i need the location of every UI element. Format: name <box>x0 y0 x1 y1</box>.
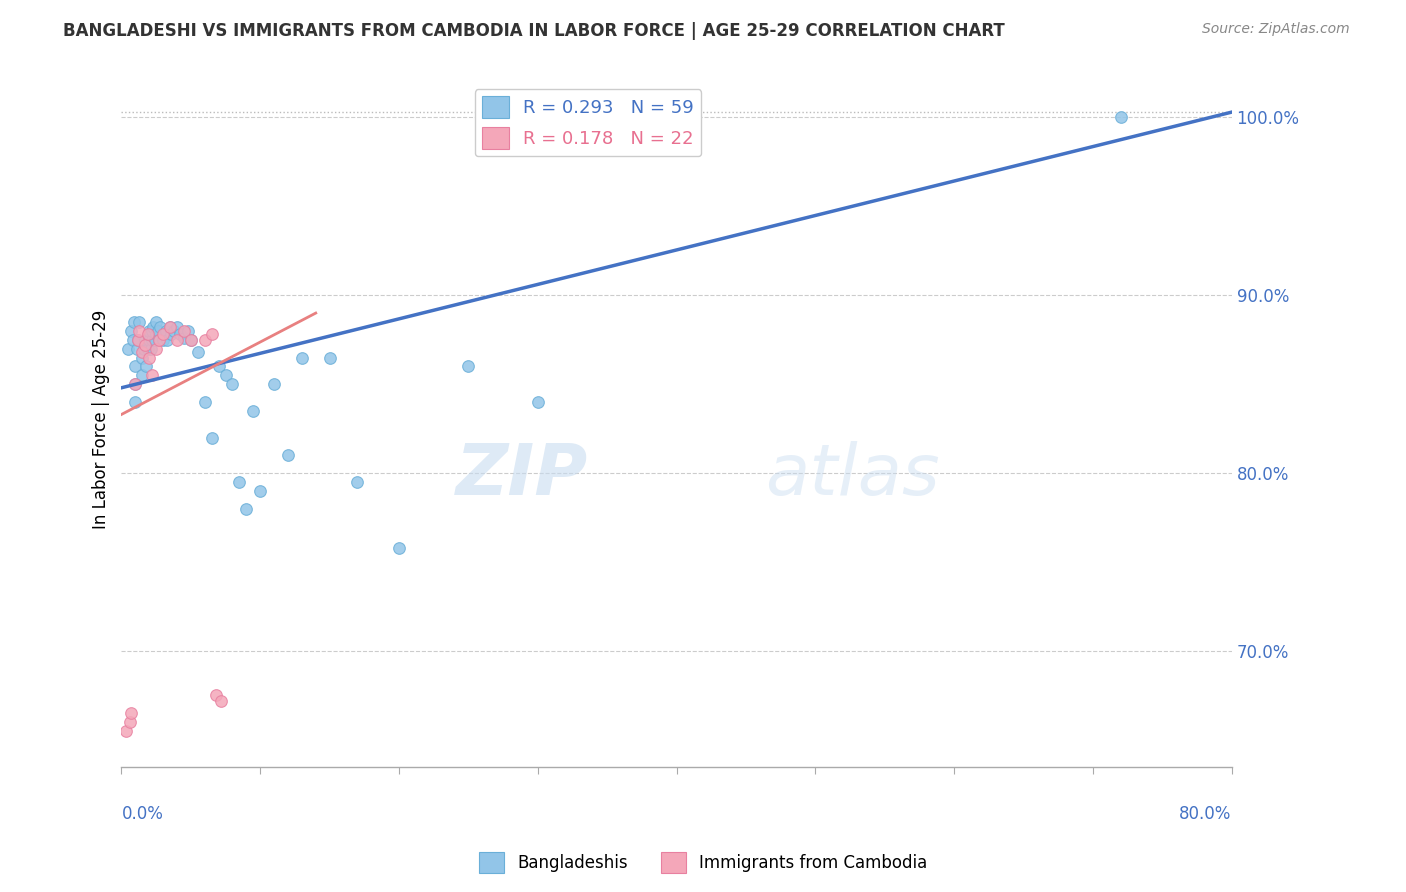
Point <box>214 368 236 383</box>
Text: atlas: atlas <box>765 441 941 509</box>
Point <box>156 333 179 347</box>
Legend: R = 0.293   N = 59, R = 0.178   N = 22: R = 0.293 N = 59, R = 0.178 N = 22 <box>475 89 702 156</box>
Point <box>141 324 163 338</box>
Point <box>160 327 183 342</box>
Point <box>124 377 146 392</box>
Point <box>145 342 167 356</box>
Point <box>152 333 174 347</box>
Point <box>138 351 160 365</box>
Point <box>527 395 550 409</box>
Point <box>148 333 170 347</box>
Point <box>136 327 159 342</box>
Point <box>138 333 160 347</box>
Point <box>194 333 217 347</box>
Text: BANGLADESHI VS IMMIGRANTS FROM CAMBODIA IN LABOR FORCE | AGE 25-29 CORRELATION C: BANGLADESHI VS IMMIGRANTS FROM CAMBODIA … <box>63 22 1005 40</box>
Point <box>163 324 186 338</box>
Point <box>159 320 181 334</box>
Point <box>291 351 314 365</box>
Point <box>142 320 165 334</box>
Point <box>127 333 149 347</box>
Point <box>121 333 143 347</box>
Point <box>228 475 250 489</box>
Text: Source: ZipAtlas.com: Source: ZipAtlas.com <box>1202 22 1350 37</box>
Point <box>128 315 150 329</box>
Point <box>128 324 150 338</box>
Point <box>166 333 188 347</box>
Point <box>120 324 142 338</box>
Text: 0.0%: 0.0% <box>121 805 163 823</box>
Point <box>209 694 232 708</box>
Y-axis label: In Labor Force | Age 25-29: In Labor Force | Age 25-29 <box>93 310 110 530</box>
Point <box>155 324 177 338</box>
Point <box>134 338 156 352</box>
Point <box>457 359 479 374</box>
Point <box>194 395 217 409</box>
Point <box>204 689 226 703</box>
Point <box>118 715 141 730</box>
Point <box>131 351 153 365</box>
Point <box>263 377 285 392</box>
Point <box>173 331 195 345</box>
Text: ZIP: ZIP <box>456 441 588 509</box>
Point <box>173 324 195 338</box>
Point <box>136 342 159 356</box>
Point <box>201 431 224 445</box>
Point <box>124 377 146 392</box>
Point <box>114 724 136 739</box>
Point <box>117 342 139 356</box>
Point <box>135 359 157 374</box>
Point <box>132 342 155 356</box>
Point <box>187 345 209 359</box>
Point <box>318 351 340 365</box>
Point <box>235 501 257 516</box>
Point <box>120 706 142 721</box>
Point <box>131 345 153 359</box>
Point <box>145 315 167 329</box>
Point <box>138 324 160 338</box>
Point <box>148 333 170 347</box>
Point <box>141 368 163 383</box>
Point <box>124 359 146 374</box>
Point <box>149 320 172 334</box>
Point <box>139 342 162 356</box>
Point <box>249 483 271 498</box>
Point <box>143 333 166 347</box>
Point <box>346 475 368 489</box>
Point <box>166 320 188 334</box>
Point <box>201 327 224 342</box>
Point <box>177 324 200 338</box>
Point <box>1109 111 1132 125</box>
Point <box>242 404 264 418</box>
Point <box>153 327 176 342</box>
Point <box>131 368 153 383</box>
Point <box>125 342 148 356</box>
Text: 80.0%: 80.0% <box>1180 805 1232 823</box>
Point <box>124 395 146 409</box>
Point <box>159 320 181 334</box>
Point <box>207 359 229 374</box>
Point <box>277 448 299 462</box>
Point <box>127 333 149 347</box>
Point <box>388 541 411 555</box>
Point <box>180 333 202 347</box>
Point <box>221 377 243 392</box>
Point <box>180 333 202 347</box>
Point <box>145 327 167 342</box>
Point <box>146 324 169 338</box>
Legend: Bangladeshis, Immigrants from Cambodia: Bangladeshis, Immigrants from Cambodia <box>472 846 934 880</box>
Point <box>122 315 145 329</box>
Point <box>134 333 156 347</box>
Point <box>169 327 191 342</box>
Point <box>141 333 163 347</box>
Point <box>152 327 174 342</box>
